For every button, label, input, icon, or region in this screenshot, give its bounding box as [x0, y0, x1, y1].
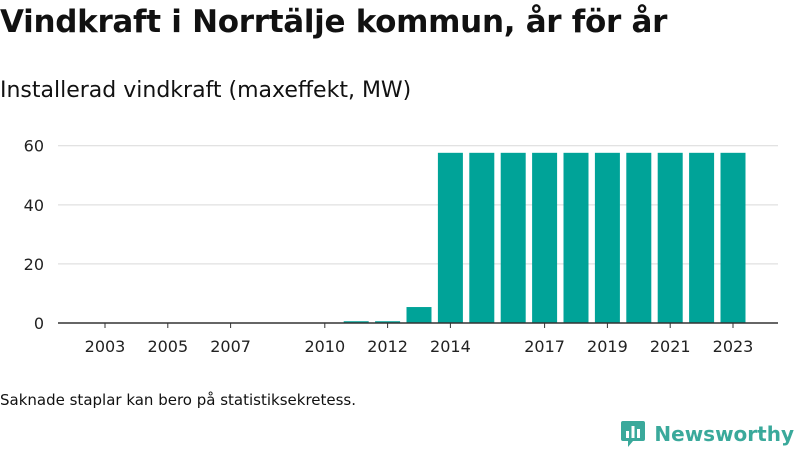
bar	[657, 152, 683, 323]
x-tick-label: 2012	[367, 337, 408, 356]
brand-logo[interactable]: Newsworthy	[620, 420, 794, 448]
y-tick-label: 20	[24, 255, 44, 274]
footnote: Saknade staplar kan bero på statistiksek…	[0, 391, 357, 409]
x-tick-label: 2017	[524, 337, 565, 356]
bar	[626, 152, 652, 323]
bar	[689, 152, 715, 323]
bar	[594, 152, 620, 323]
chart-subtitle: Installerad vindkraft (maxeffekt, MW)	[0, 78, 412, 103]
x-tick-label: 2021	[650, 337, 691, 356]
bar-chart: 0 20 40 60 2003 2005 2007 2010 2012 2014 2017 2019 2…	[24, 137, 778, 356]
bars	[343, 152, 746, 323]
x-tick-label: 2005	[147, 337, 188, 356]
y-tick-label: 40	[24, 196, 44, 215]
bar	[500, 152, 526, 323]
chart-title: Vindkraft i Norrtälje kommun, år för år	[0, 4, 668, 40]
bar	[532, 152, 558, 323]
bar	[406, 307, 432, 323]
bar	[375, 321, 401, 323]
bar	[720, 152, 746, 323]
bar	[563, 152, 589, 323]
bar	[343, 321, 369, 323]
x-tick-label: 2019	[587, 337, 628, 356]
x-tick-label: 2014	[430, 337, 471, 356]
bar	[469, 152, 495, 323]
x-tick-label: 2003	[85, 337, 126, 356]
x-tick-label: 2007	[210, 337, 251, 356]
y-tick-label: 60	[24, 137, 44, 156]
axes: 0 20 40 60 2003 2005 2007 2010 2012 2014 2017 2019 2…	[24, 137, 778, 356]
brand-name: Newsworthy	[654, 422, 794, 446]
x-tick-label: 2010	[304, 337, 345, 356]
newsworthy-logo-icon	[621, 421, 646, 447]
bar	[437, 152, 463, 323]
x-tick-label: 2023	[713, 337, 754, 356]
y-tick-label: 0	[34, 314, 44, 333]
